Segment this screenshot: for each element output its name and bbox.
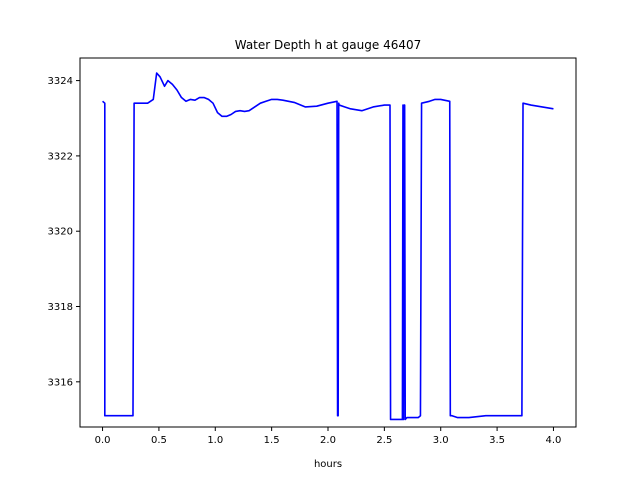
y-tick-label: 3320 xyxy=(48,227,73,238)
y-tick-label: 3322 xyxy=(48,151,73,162)
series-line xyxy=(102,72,554,421)
y-tick-label: 3316 xyxy=(48,377,73,388)
y-tick-label: 3324 xyxy=(48,76,73,87)
x-tick-label: 3.5 xyxy=(489,435,505,446)
x-tick-label: 2.0 xyxy=(320,435,336,446)
x-tick-label: 2.5 xyxy=(376,435,392,446)
y-tick-label: 3318 xyxy=(48,302,73,313)
x-tick-label: 4.0 xyxy=(546,435,562,446)
x-tick-label: 0.0 xyxy=(95,435,111,446)
x-axis-label: hours xyxy=(314,459,342,470)
x-tick-label: 1.0 xyxy=(207,435,223,446)
x-tick-label: 1.5 xyxy=(264,435,280,446)
axes: 0.0 0.5 1.0 1.5 2.0 2.5 3.0 3.5 4.0 3316 3318 3320 3… xyxy=(48,76,562,446)
x-tick-label: 3.0 xyxy=(433,435,449,446)
chart-title: Water Depth h at gauge 46407 xyxy=(235,38,422,52)
plot-data xyxy=(102,72,554,421)
x-tick-label: 0.5 xyxy=(151,435,167,446)
